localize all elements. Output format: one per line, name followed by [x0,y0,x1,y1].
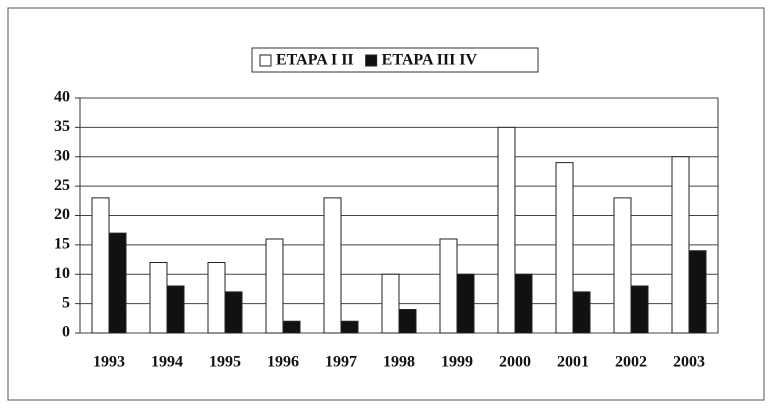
bar [323,197,342,334]
bar [497,126,516,334]
y-tick-label: 5 [62,294,70,311]
bar [265,238,284,334]
y-tick-label: 0 [62,324,70,341]
x-tick-label: 1999 [441,354,473,371]
bar [671,156,690,334]
bar [91,197,110,334]
y-tick-label: 20 [54,206,70,223]
y-tick-label: 30 [54,147,70,164]
legend-label: ETAPA III IV [382,52,478,69]
x-tick-label: 1995 [209,354,241,371]
x-tick-label: 2002 [615,354,647,371]
x-tick-label: 2000 [499,354,531,371]
x-tick-label: 1998 [383,354,415,371]
legend-swatch [365,54,378,67]
x-tick-label: 2003 [673,354,705,371]
y-tick-label: 40 [54,89,70,106]
bar [149,262,168,334]
x-tick-label: 2001 [557,354,589,371]
legend-swatch [259,54,272,67]
chart-border [7,7,765,401]
bar [456,273,475,334]
bar [282,320,301,334]
bar [398,309,417,334]
bar [688,250,707,334]
bar [381,273,400,334]
bar [555,162,574,334]
x-tick-label: 1994 [151,354,183,371]
y-tick-label: 15 [54,236,70,253]
bar [572,291,591,334]
y-tick-label: 10 [54,265,70,282]
bar [514,273,533,334]
legend-box [251,47,539,73]
bar [630,285,649,334]
bar [613,197,632,334]
bar [340,320,359,334]
y-tick-label: 35 [54,118,70,135]
legend-label: ETAPA I II [276,52,354,69]
bar [108,232,127,334]
bar [439,238,458,334]
bar [166,285,185,334]
y-tick-label: 25 [54,177,70,194]
bar [207,262,226,334]
x-tick-label: 1996 [267,354,299,371]
x-tick-label: 1997 [325,354,357,371]
x-tick-label: 1993 [93,354,125,371]
bar [224,291,243,334]
